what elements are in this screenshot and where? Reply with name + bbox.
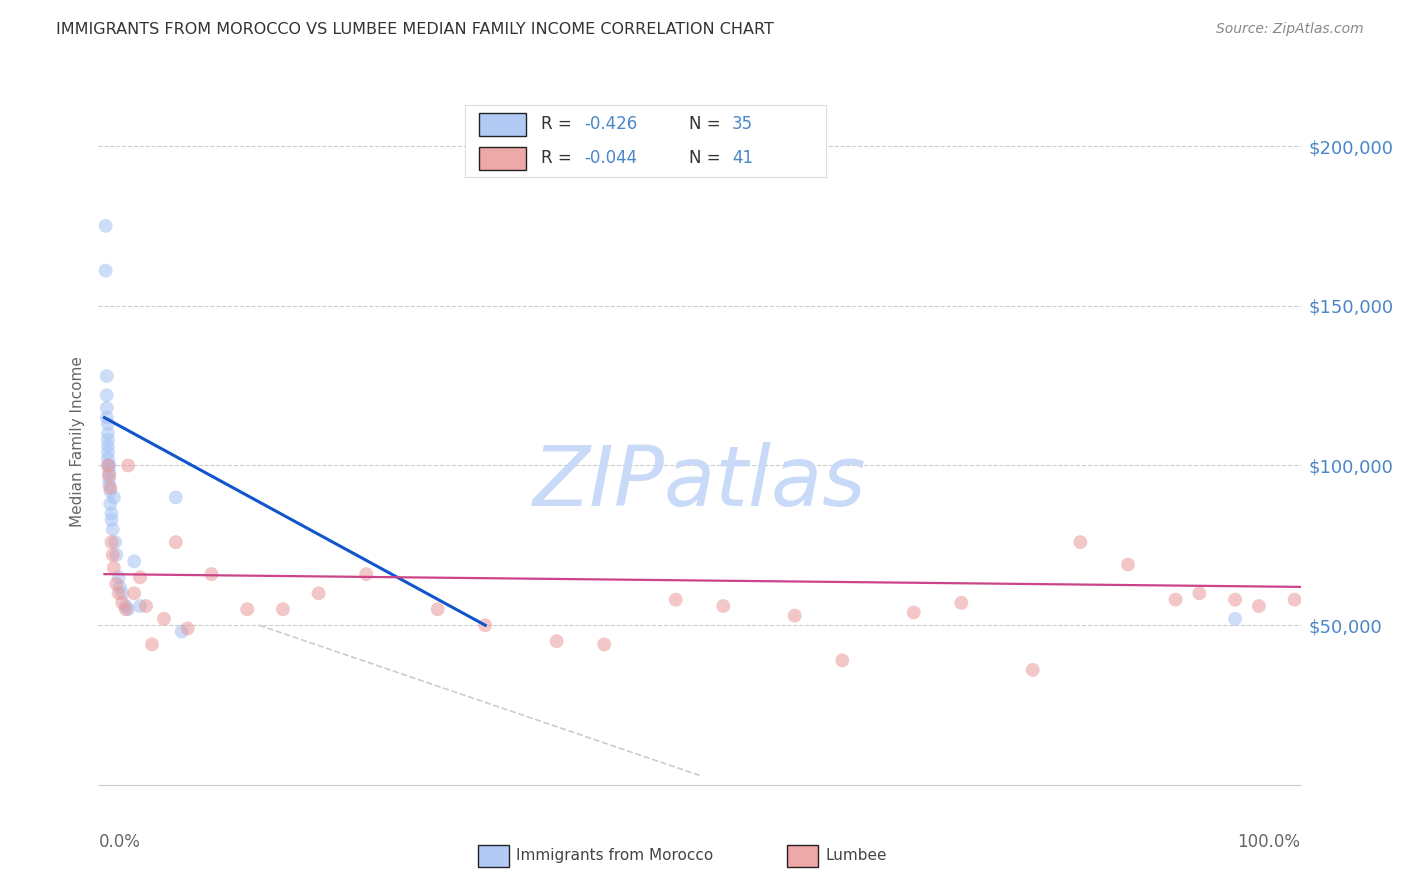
Point — [96, 401, 118, 415]
Point — [1223, 592, 1246, 607]
Point — [98, 458, 121, 473]
Point — [170, 624, 193, 639]
Point — [98, 481, 121, 495]
Point — [165, 535, 187, 549]
Point — [105, 576, 128, 591]
Point — [831, 653, 853, 667]
Point — [98, 458, 121, 473]
Point — [593, 637, 616, 651]
Point — [97, 458, 120, 473]
Point — [665, 592, 688, 607]
Point — [236, 602, 259, 616]
Point — [783, 608, 806, 623]
Point — [107, 570, 129, 584]
Text: IMMIGRANTS FROM MOROCCO VS LUMBEE MEDIAN FAMILY INCOME CORRELATION CHART: IMMIGRANTS FROM MOROCCO VS LUMBEE MEDIAN… — [56, 22, 775, 37]
Point — [117, 602, 139, 616]
Point — [111, 596, 134, 610]
Point — [111, 586, 134, 600]
Point — [98, 484, 121, 499]
Point — [308, 586, 330, 600]
Point — [103, 491, 125, 505]
Point — [98, 468, 121, 483]
Point — [96, 388, 118, 402]
Point — [100, 513, 122, 527]
Point — [129, 599, 152, 613]
Point — [100, 507, 122, 521]
Text: Source: ZipAtlas.com: Source: ZipAtlas.com — [1216, 22, 1364, 37]
Text: 100.0%: 100.0% — [1237, 833, 1301, 851]
Point — [1223, 612, 1246, 626]
Point — [114, 599, 136, 613]
Text: 0.0%: 0.0% — [98, 833, 141, 851]
Point — [426, 602, 449, 616]
Text: ZIPatlas: ZIPatlas — [533, 442, 866, 524]
Text: Lumbee: Lumbee — [825, 848, 887, 863]
Point — [153, 612, 176, 626]
Point — [107, 586, 129, 600]
Point — [114, 602, 136, 616]
Point — [1188, 586, 1211, 600]
Point — [100, 535, 122, 549]
Point — [98, 477, 121, 491]
Point — [141, 637, 163, 651]
Point — [101, 548, 124, 562]
Point — [105, 548, 128, 562]
Point — [1116, 558, 1139, 572]
Point — [94, 263, 117, 277]
Point — [97, 452, 120, 467]
Point — [104, 535, 127, 549]
Point — [135, 599, 157, 613]
Point — [176, 622, 198, 636]
Point — [101, 522, 124, 536]
Point — [94, 219, 117, 233]
Point — [711, 599, 734, 613]
Point — [474, 618, 496, 632]
Point — [122, 554, 145, 568]
Point — [97, 433, 120, 447]
Point — [122, 586, 145, 600]
Point — [165, 491, 187, 505]
Point — [108, 580, 131, 594]
Point — [97, 446, 120, 460]
Point — [97, 439, 120, 453]
Point — [200, 567, 222, 582]
Point — [96, 410, 118, 425]
Point — [98, 471, 121, 485]
Point — [271, 602, 294, 616]
Point — [97, 426, 120, 441]
Point — [1164, 592, 1187, 607]
Point — [97, 417, 120, 431]
Point — [903, 606, 925, 620]
Point — [1284, 592, 1306, 607]
Point — [950, 596, 973, 610]
Point — [354, 567, 377, 582]
Point — [117, 458, 139, 473]
Point — [98, 497, 121, 511]
Point — [1069, 535, 1091, 549]
Point — [96, 369, 118, 384]
Point — [1247, 599, 1270, 613]
Y-axis label: Median Family Income: Median Family Income — [70, 356, 86, 527]
Point — [103, 560, 125, 574]
Text: Immigrants from Morocco: Immigrants from Morocco — [516, 848, 713, 863]
Point — [546, 634, 568, 648]
Point — [1022, 663, 1045, 677]
Point — [98, 465, 121, 479]
Point — [129, 570, 152, 584]
